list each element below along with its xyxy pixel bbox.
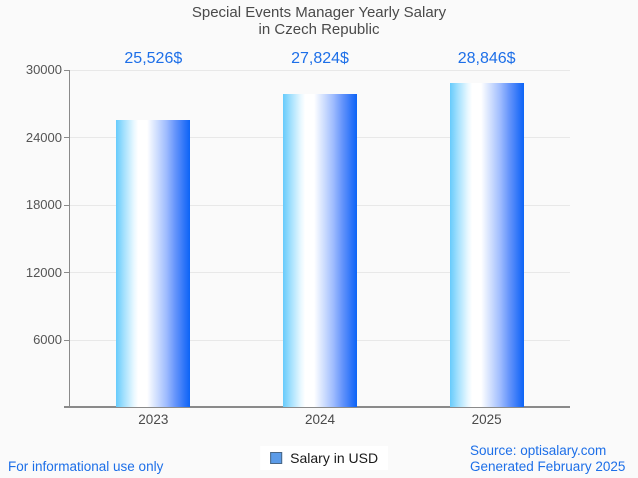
chart-title: Special Events Manager Yearly Salary in … [0,4,638,38]
y-axis-label: 24000 [25,129,62,145]
y-axis-label: 12000 [25,264,62,280]
x-axis-label: 2023 [138,412,169,427]
x-axis-label: 2024 [304,412,336,427]
legend-marker-square-icon [270,452,283,464]
bar [283,94,357,408]
legend: Salary in USD [260,446,389,470]
bar-value-label: 28,846$ [457,50,516,67]
x-axis-label: 2025 [471,412,502,427]
bar [449,82,524,408]
y-axis-label: 18000 [25,197,62,212]
source-block: Source: optisalary.com Generated Februar… [470,443,625,475]
chart-title-line1: Special Events Manager Yearly Salary [191,4,447,21]
legend-label: Salary in USD [290,450,379,466]
chart-title-line2: in Czech Republic [258,21,380,38]
y-axis-tick [64,339,70,341]
generated-text: Generated February 2025 [470,459,626,474]
y-axis-tick [64,204,70,206]
bar-value-label: 27,824$ [291,50,349,67]
y-axis-label: 6000 [33,332,62,347]
y-axis-tick [64,272,70,273]
y-axis-tick [64,137,70,138]
y-axis-line [69,70,70,408]
disclaimer-note: For informational use only [8,459,164,474]
bar [116,120,191,408]
source-text: Source: optisalary.com [470,443,607,458]
y-axis-tick [64,69,70,71]
y-axis-label: 30000 [25,62,62,77]
bar-value-label: 25,526$ [124,50,183,67]
gridline [70,69,570,71]
